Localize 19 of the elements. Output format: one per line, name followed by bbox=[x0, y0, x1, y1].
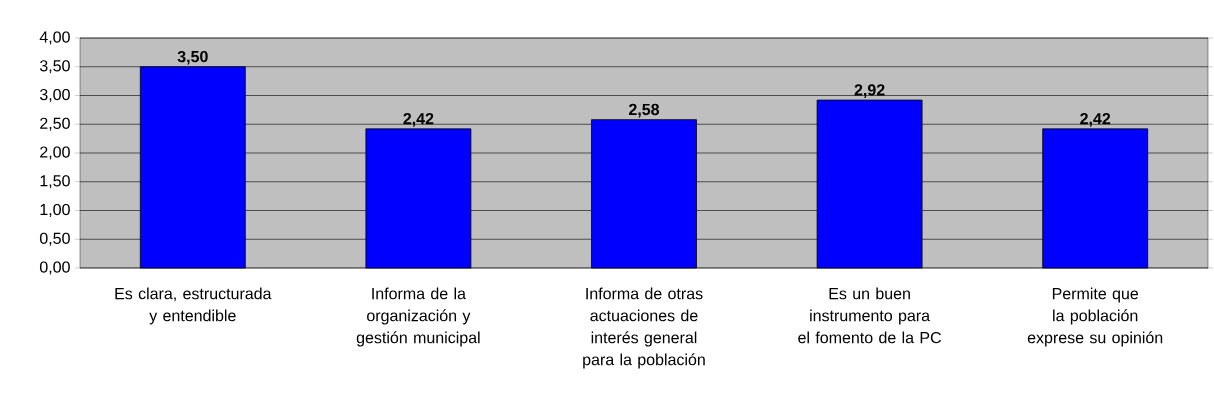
data-label: 3,50 bbox=[177, 50, 208, 65]
data-label: 2,42 bbox=[403, 113, 434, 127]
x-tick-label: Informa de la organización y gestión municipal bbox=[356, 287, 480, 347]
y-tick-label: 3,50 bbox=[39, 60, 70, 74]
y-tick-label: 0,00 bbox=[39, 261, 70, 275]
data-label: 2,58 bbox=[628, 103, 660, 118]
x-tick-label: Informa de otras actuaciones de interés general para la población bbox=[583, 287, 705, 369]
y-tick-label: 0,50 bbox=[39, 232, 70, 246]
y-tick-label: 2,00 bbox=[40, 146, 70, 160]
y-tick-label: 1,50 bbox=[40, 175, 70, 189]
x-tick-label: Es clara, estructurada y entendible bbox=[115, 287, 272, 325]
data-label: 2,42 bbox=[1080, 113, 1111, 127]
y-tick-label: 3,00 bbox=[39, 88, 70, 103]
y-tick-label: 1,00 bbox=[40, 203, 70, 218]
x-tick-label: Permite que la población exprese su opinión bbox=[1027, 287, 1163, 347]
x-tick-label: Es un buen instrumento para el fomento de la PC bbox=[798, 287, 941, 344]
y-tick-label: 4,00 bbox=[39, 31, 70, 45]
data-label: 2,92 bbox=[854, 84, 885, 98]
y-tick-label: 2,50 bbox=[40, 117, 70, 131]
